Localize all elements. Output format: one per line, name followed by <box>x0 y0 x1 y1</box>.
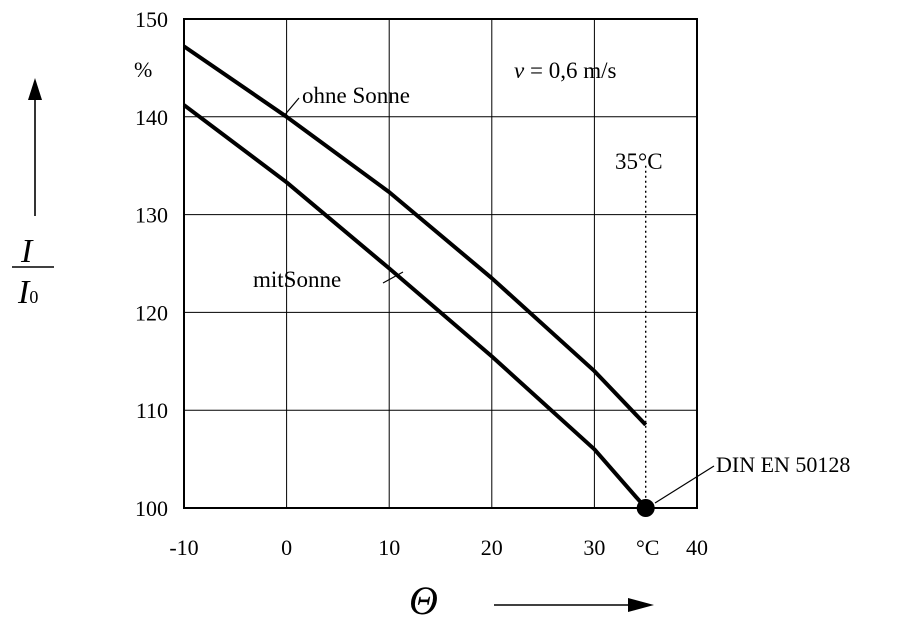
series-lines <box>182 44 648 510</box>
reference-markers <box>636 165 655 517</box>
y-unit-label: % <box>134 57 152 82</box>
series-line-1 <box>182 103 648 510</box>
y-label-denominator: I0 <box>17 274 38 311</box>
y-axis-label: I I0 <box>12 233 54 311</box>
reference-line-label: 35°C <box>615 149 663 174</box>
y-tick-label: 130 <box>135 203 168 228</box>
series-line-0 <box>182 44 648 427</box>
x-tick-label: 20 <box>481 535 503 560</box>
x-tick-label: 0 <box>281 535 292 560</box>
reference-point-dot <box>636 499 655 517</box>
x-tick-label: 10 <box>378 535 400 560</box>
x-tick-label: -10 <box>169 535 198 560</box>
y-axis-arrow-icon <box>28 78 42 216</box>
velocity-annotation: v = 0,6 m/s <box>514 58 616 83</box>
x-axis-label: Θ <box>409 578 438 623</box>
plot-frame <box>183 18 698 509</box>
reference-point-leader <box>654 465 715 504</box>
series-label-ohne-sonne: ohne Sonne <box>302 83 410 108</box>
x-tick-label: 30 <box>583 535 605 560</box>
x-axis-arrow-icon <box>494 598 654 612</box>
x-unit-label: °C <box>636 535 659 560</box>
reference-point-label: DIN EN 50128 <box>716 452 850 477</box>
x-tick-labels: -10 0 10 20 30 40 <box>169 535 708 560</box>
y-tick-labels: 100 110 120 130 140 150 <box>135 7 168 521</box>
velocity-symbol: v <box>514 58 525 83</box>
y-tick-label: 150 <box>135 7 168 32</box>
x-tick-label: 40 <box>686 535 708 560</box>
y-tick-label: 100 <box>135 496 168 521</box>
grid-lines <box>183 18 698 509</box>
series-label-mit-sonne: mitSonne <box>253 267 341 292</box>
series-leader-mit-sonne <box>382 271 404 284</box>
y-label-numerator: I <box>20 233 34 270</box>
y-tick-label: 120 <box>135 300 168 325</box>
series-leader-ohne-sonne <box>282 97 300 118</box>
velocity-value: = 0,6 m/s <box>524 58 616 83</box>
y-tick-label: 110 <box>136 398 168 423</box>
y-tick-label: 140 <box>135 105 168 130</box>
